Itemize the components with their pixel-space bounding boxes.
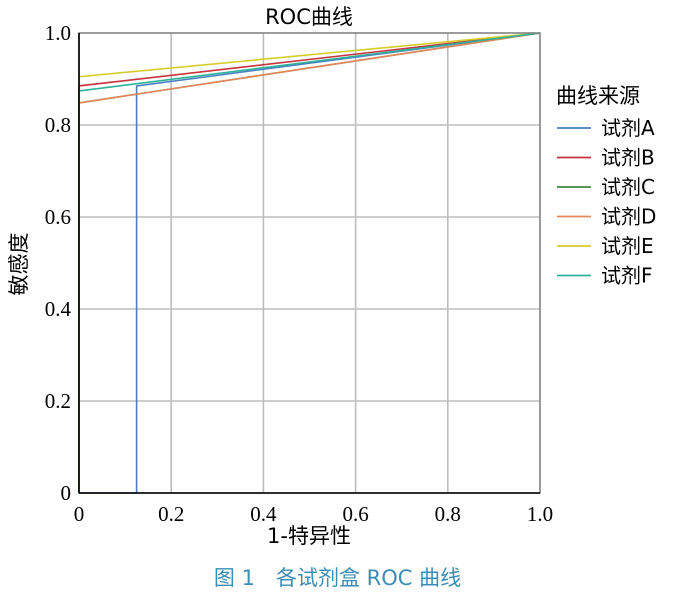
- x-tick-label: 0.6: [342, 502, 368, 526]
- legend-label-5: 试剂E: [601, 234, 654, 258]
- legend-label-3: 试剂C: [601, 175, 655, 199]
- x-tick-label: 0: [74, 502, 85, 526]
- y-tick-label: 0.6: [45, 205, 71, 229]
- y-tick-labels: 0 0.2 0.4 0.6 0.8 1.0: [45, 21, 72, 505]
- legend-label-4: 试剂D: [601, 205, 656, 229]
- y-tick-label: 1.0: [45, 21, 71, 45]
- x-axis-title: 1-特异性: [267, 524, 351, 548]
- y-tick-label: 0.8: [45, 113, 71, 137]
- roc-chart: ROC曲线 0 0.2 0.4 0.6 0.8 1.0 00.20.40.60.81.0 …: [7, 5, 656, 548]
- x-tick-label: 1.0: [527, 502, 553, 526]
- x-tick-label: 0.4: [250, 502, 277, 526]
- chart-title: ROC曲线: [265, 5, 353, 29]
- y-tick-label: 0: [61, 481, 72, 505]
- legend-title: 曲线来源: [556, 84, 640, 108]
- x-tick-label: 0.8: [435, 502, 461, 526]
- x-tick-label: 0.2: [158, 502, 184, 526]
- y-tick-label: 0.2: [45, 389, 71, 413]
- plot-area: [79, 33, 540, 493]
- axes: [78, 32, 541, 494]
- figure-caption: 图 1 各试剂盒 ROC 曲线: [213, 566, 462, 590]
- plot-background: [79, 33, 540, 493]
- legend-label-1: 试剂A: [601, 116, 655, 140]
- legend: 曲线来源 试剂A 试剂B 试剂C 试剂D 试剂E 试剂F: [556, 84, 656, 288]
- legend-label-2: 试剂B: [601, 146, 655, 170]
- x-tick-labels: 0 0.2 0.4 0.6 0.8 1.0: [74, 502, 553, 526]
- y-tick-label: 0.4: [45, 297, 72, 321]
- legend-label-6: 试剂F: [601, 264, 653, 288]
- y-axis-title: 敏感度: [7, 233, 31, 296]
